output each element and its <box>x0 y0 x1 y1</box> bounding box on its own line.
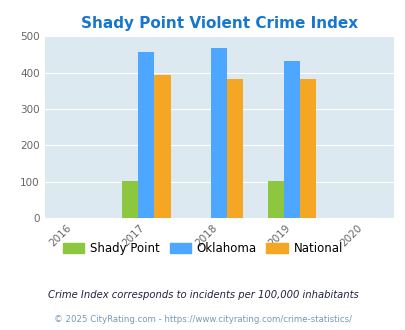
Bar <box>154 75 170 218</box>
Bar <box>267 181 283 218</box>
Bar <box>138 51 154 218</box>
Legend: Shady Point, Oklahoma, National: Shady Point, Oklahoma, National <box>58 237 347 260</box>
Bar <box>227 79 243 218</box>
Title: Shady Point Violent Crime Index: Shady Point Violent Crime Index <box>81 16 357 31</box>
Text: Crime Index corresponds to incidents per 100,000 inhabitants: Crime Index corresponds to incidents per… <box>47 290 358 300</box>
Bar <box>283 61 299 218</box>
Bar <box>211 48 227 218</box>
Bar <box>122 181 138 218</box>
Text: © 2025 CityRating.com - https://www.cityrating.com/crime-statistics/: © 2025 CityRating.com - https://www.city… <box>54 315 351 324</box>
Bar <box>299 80 315 218</box>
